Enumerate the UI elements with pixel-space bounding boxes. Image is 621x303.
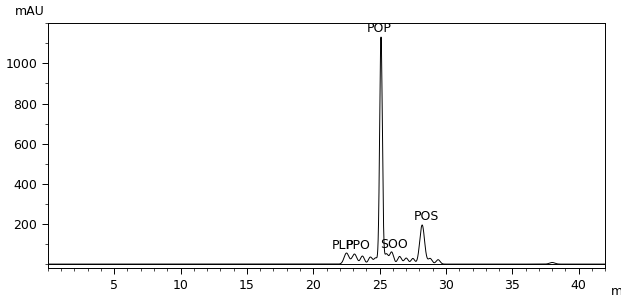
Text: PLP: PLP xyxy=(332,239,353,252)
Text: POP: POP xyxy=(367,22,392,35)
X-axis label: m: m xyxy=(610,285,621,298)
Text: POS: POS xyxy=(414,210,439,222)
Text: SOO: SOO xyxy=(381,238,408,251)
Text: mAU: mAU xyxy=(14,5,44,18)
Text: PPO: PPO xyxy=(346,239,371,252)
